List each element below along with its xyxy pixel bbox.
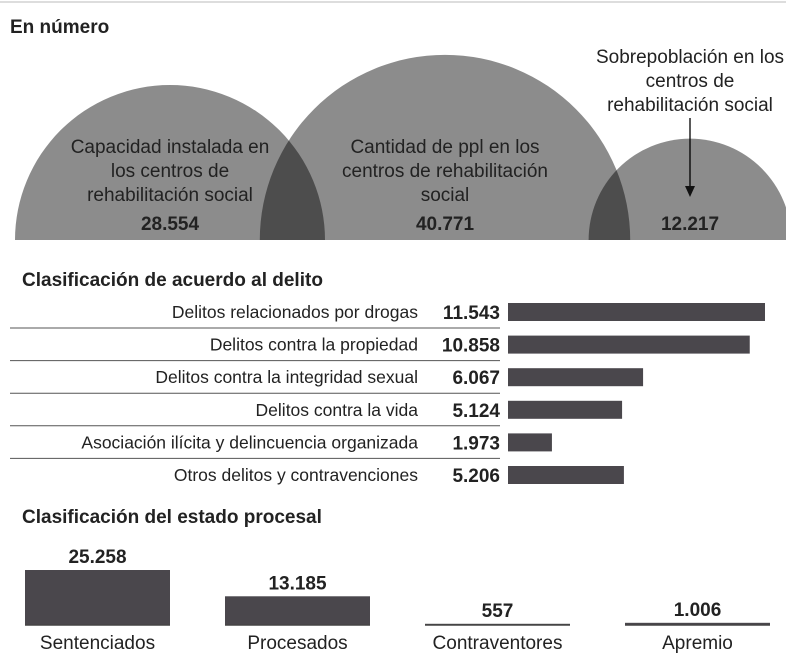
chart-title: Clasificación del estado procesal: [22, 507, 322, 528]
bar: [508, 335, 750, 354]
value-label: 13.185: [268, 573, 327, 594]
value-label: 6.067: [452, 368, 500, 389]
chart-title: Clasificación de acuerdo al delito: [22, 270, 323, 291]
column: [625, 622, 770, 625]
category-label: Procesados: [247, 633, 347, 654]
category-label: Delitos contra la integridad sexual: [155, 367, 418, 387]
value-label: 10.858: [442, 336, 500, 357]
category-label: Otros delitos y contravenciones: [174, 465, 418, 485]
bar: [508, 400, 623, 419]
category-label: Sobrepoblación en los centros de rehabil…: [595, 47, 785, 116]
semicircle: [588, 138, 786, 240]
value-label: 557: [482, 601, 514, 622]
category-label: Delitos relacionados por drogas: [172, 302, 418, 322]
category-label: Sentenciados: [40, 633, 155, 654]
value-label: 12.217: [661, 214, 719, 235]
value-label: 28.554: [141, 214, 200, 235]
category-label: Asociación ilícita y delincuencia organi…: [81, 432, 418, 452]
column: [225, 596, 370, 625]
arrow-head: [685, 186, 695, 197]
category-label: Cantidad de ppl en los centros de rehabi…: [342, 137, 548, 206]
category-label: Contraventores: [433, 633, 563, 654]
value-label: 11.543: [443, 303, 500, 324]
category-label: Capacidad instalada en los centros de re…: [70, 137, 270, 206]
column: [25, 570, 170, 625]
bar: [508, 466, 624, 484]
category-label: Apremio: [662, 633, 733, 654]
bar: [508, 433, 552, 452]
semicircle: [259, 54, 631, 240]
value-label: 5.124: [452, 401, 500, 422]
bar: [508, 368, 644, 387]
value-label: 1.006: [674, 600, 722, 621]
category-label: Delitos contra la vida: [256, 400, 419, 420]
category-label: Delitos contra la propiedad: [210, 335, 418, 355]
value-label: 5.206: [452, 466, 500, 487]
value-label: 1.973: [452, 433, 500, 454]
chart-title: En número: [10, 17, 109, 38]
bar: [508, 303, 765, 321]
value-label: 25.258: [68, 547, 126, 568]
semicircle: [15, 85, 325, 241]
value-label: 40.771: [416, 214, 475, 235]
